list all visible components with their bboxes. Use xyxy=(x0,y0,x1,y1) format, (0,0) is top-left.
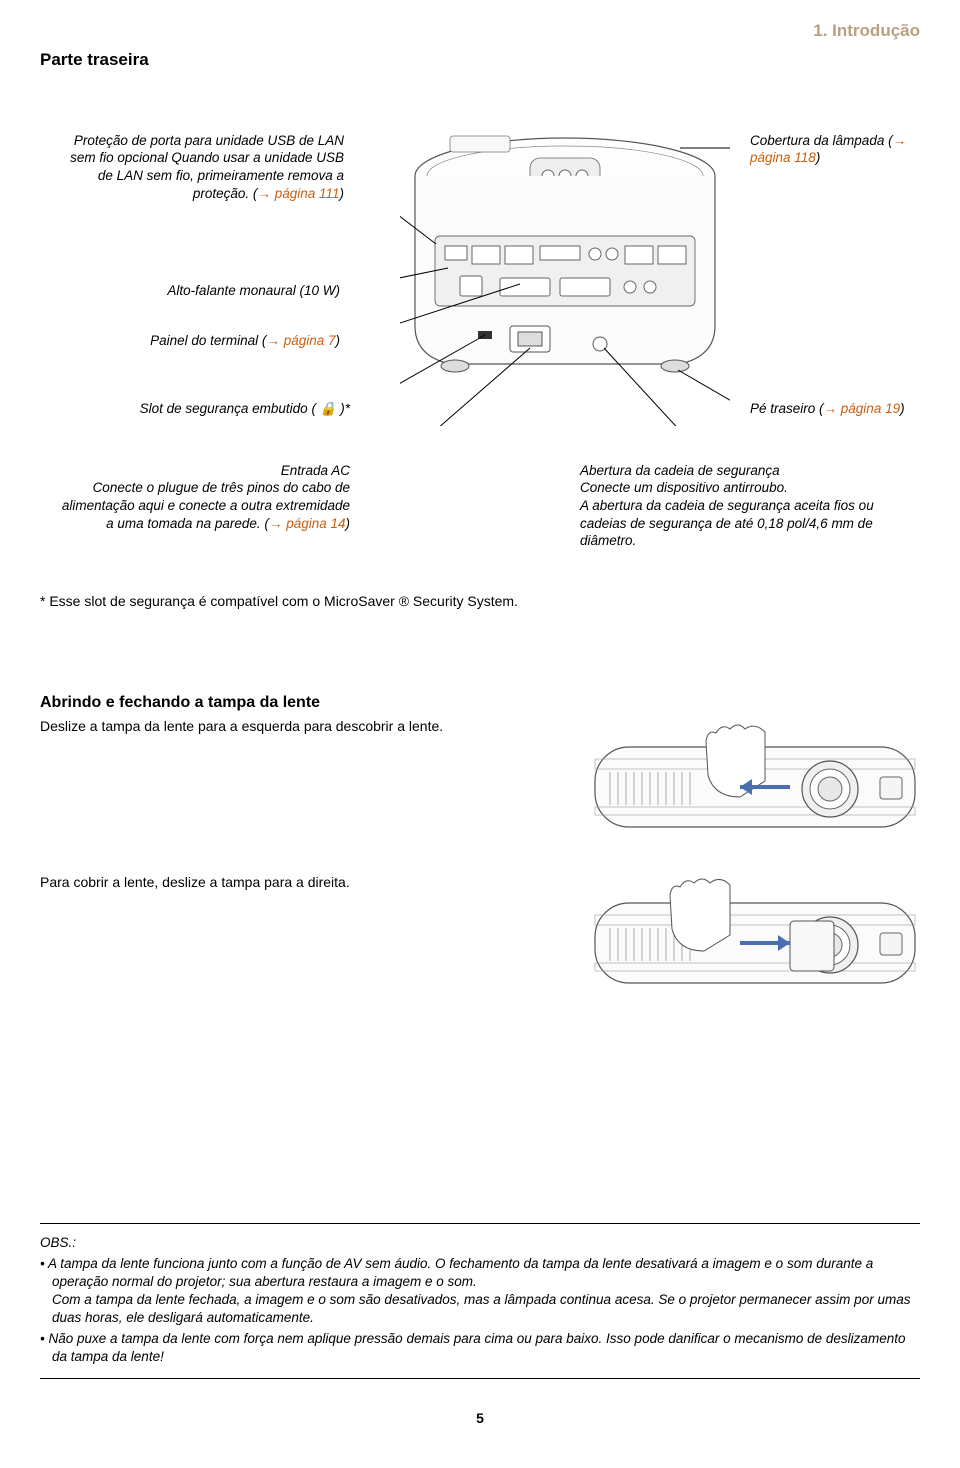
obs-item: A tampa da lente funciona junto com a fu… xyxy=(40,1255,920,1328)
lens-close-text: Para cobrir a lente, deslize a tampa par… xyxy=(40,873,590,892)
section-title: Parte traseira xyxy=(40,49,920,72)
lens-open-row: Deslize a tampa da lente para a esquerda… xyxy=(40,717,920,847)
footnote: * Esse slot de segurança é compatível co… xyxy=(40,592,518,611)
lens-close-illustration xyxy=(590,873,920,1003)
callout-lamp: Cobertura da lâmpada (→ página 118) xyxy=(750,132,950,167)
callout-usb: Proteção de porta para unidade USB de LA… xyxy=(64,132,344,202)
obs-box: OBS.: A tampa da lente funciona junto co… xyxy=(40,1223,920,1379)
callout-rear-foot: Pé traseiro (→ página 19) xyxy=(750,400,960,418)
lens-open-text: Deslize a tampa da lente para a esquerda… xyxy=(40,717,590,736)
lens-section-title: Abrindo e fechando a tampa da lente xyxy=(40,692,920,714)
callout-chain: Abertura da cadeia de segurança Conecte … xyxy=(580,462,920,550)
rear-diagram: Proteção de porta para unidade USB de LA… xyxy=(40,92,920,662)
breadcrumb: 1. Introdução xyxy=(40,20,920,43)
callout-speaker: Alto-falante monaural (10 W) xyxy=(80,282,340,300)
callout-terminal: Painel do terminal (→ página 7) xyxy=(80,332,340,350)
callout-ac: Entrada AC Conecte o plugue de três pino… xyxy=(60,462,350,532)
obs-list: A tampa da lente funciona junto com a fu… xyxy=(40,1255,920,1366)
obs-item: Não puxe a tampa da lente com força nem … xyxy=(40,1330,920,1366)
page-number: 5 xyxy=(40,1409,920,1428)
lens-close-row: Para cobrir a lente, deslize a tampa par… xyxy=(40,873,920,1003)
obs-title: OBS.: xyxy=(40,1234,920,1252)
projector-rear-illustration xyxy=(400,126,730,426)
lens-open-illustration xyxy=(590,717,920,847)
callout-security-slot: Slot de segurança embutido ( 🔒 )* xyxy=(70,400,350,418)
